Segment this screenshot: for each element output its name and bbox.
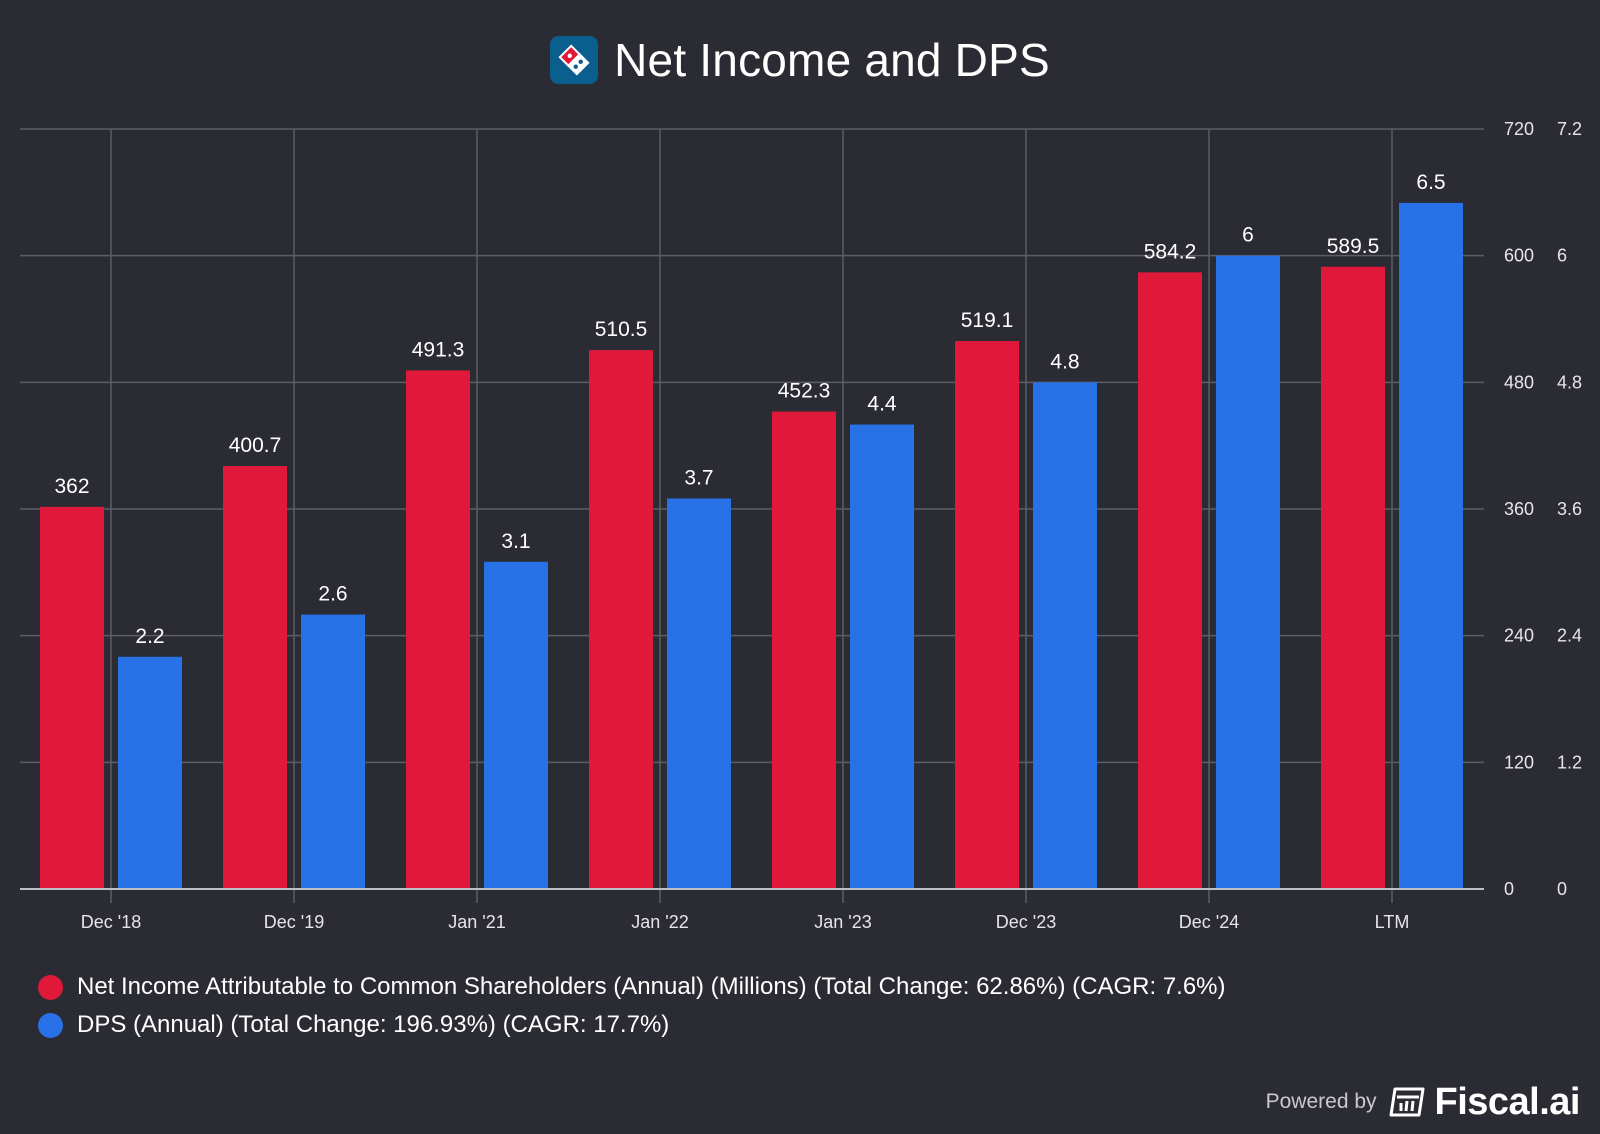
- data-label-dps: 4.4: [867, 393, 897, 416]
- x-axis-tick-label: Dec '23: [996, 912, 1056, 932]
- data-label-dps: 6: [1242, 224, 1254, 247]
- bar-net-income[interactable]: [955, 341, 1019, 889]
- right-axis-tick-label: 4.8: [1557, 372, 1582, 392]
- bar-dps[interactable]: [1216, 255, 1280, 889]
- data-label-dps: 2.2: [135, 625, 164, 648]
- bar-dps[interactable]: [1399, 202, 1463, 889]
- bar-net-income[interactable]: [772, 411, 836, 889]
- company-logo: [550, 36, 599, 84]
- value-labels: 362 400.7 491.3 510.5 452.3 519.1 584.2 589.5 2.…: [54, 171, 1445, 648]
- left-axis-tick-label: 600: [1504, 246, 1534, 266]
- data-label-net-income: 362: [54, 475, 89, 498]
- chart-title: Net Income and DPS: [614, 34, 1050, 86]
- bar-net-income[interactable]: [1138, 272, 1202, 889]
- x-axis-tick-label: Dec '18: [81, 912, 141, 932]
- right-axis-tick-label: 1.2: [1557, 752, 1582, 772]
- bar-dps[interactable]: [118, 656, 182, 889]
- axes: 0 0 120 1.2 240 2.4 360 3.6 480 4.8 600 6 720 7.2 Dec …: [20, 119, 1582, 932]
- bar-net-income[interactable]: [1321, 266, 1385, 889]
- data-label-dps: 3.7: [684, 466, 713, 489]
- data-label-net-income: 491.3: [412, 338, 465, 361]
- data-label-net-income: 452.3: [778, 380, 831, 403]
- data-label-net-income: 584.2: [1144, 240, 1197, 263]
- left-axis-tick-label: 720: [1504, 119, 1534, 139]
- right-axis-tick-label: 3.6: [1557, 499, 1582, 519]
- x-axis-tick-label: Dec '19: [264, 912, 324, 932]
- legend-item-net-income[interactable]: Net Income Attributable to Common Shareh…: [38, 968, 1226, 1006]
- bar-net-income[interactable]: [406, 370, 470, 890]
- data-label-dps: 4.8: [1050, 350, 1079, 373]
- right-axis-tick-label: 2.4: [1557, 626, 1582, 646]
- data-label-dps: 6.5: [1416, 171, 1445, 194]
- x-axis-tick-label: Jan '23: [814, 912, 871, 932]
- branding[interactable]: Powered by Fiscal.ai: [1265, 1078, 1581, 1126]
- legend-label-dps: DPS (Annual) (Total Change: 196.93%) (CA…: [77, 1011, 670, 1038]
- bar-net-income[interactable]: [40, 506, 104, 889]
- left-axis-tick-label: 120: [1504, 752, 1534, 772]
- x-axis-tick-label: LTM: [1375, 912, 1410, 932]
- bar-net-income[interactable]: [223, 466, 287, 889]
- fiscal-logo-icon: [1389, 1087, 1425, 1117]
- powered-by-text: Powered by: [1265, 1090, 1377, 1113]
- dps-dot-icon: [38, 1012, 63, 1038]
- left-axis-tick-label: 0: [1504, 879, 1514, 899]
- x-axis-tick-label: Dec '24: [1179, 912, 1239, 932]
- left-axis-tick-label: 240: [1504, 626, 1534, 646]
- right-axis-tick-label: 0: [1557, 879, 1567, 899]
- brand-name: Fiscal.ai: [1434, 1080, 1581, 1123]
- legend: Net Income Attributable to Common Shareh…: [38, 968, 1226, 1044]
- legend-label-net-income: Net Income Attributable to Common Shareh…: [77, 973, 1226, 1000]
- bars: [40, 202, 1463, 890]
- right-axis-tick-label: 7.2: [1557, 119, 1582, 139]
- data-label-net-income: 589.5: [1327, 235, 1380, 258]
- bar-dps[interactable]: [850, 424, 914, 889]
- bar-dps[interactable]: [484, 561, 548, 889]
- data-label-net-income: 519.1: [961, 309, 1014, 332]
- bar-dps[interactable]: [301, 614, 365, 889]
- bar-dps[interactable]: [667, 498, 731, 889]
- x-axis-tick-label: Jan '22: [631, 912, 688, 932]
- data-label-dps: 3.1: [501, 530, 530, 553]
- bar-dps[interactable]: [1033, 382, 1097, 889]
- chart-header: Net Income and DPS: [0, 30, 1600, 90]
- data-label-dps: 2.6: [318, 583, 347, 606]
- data-label-net-income: 400.7: [229, 434, 282, 457]
- left-axis-tick-label: 480: [1504, 372, 1534, 392]
- bar-net-income[interactable]: [589, 350, 653, 889]
- bar-chart: 362 400.7 491.3 510.5 452.3 519.1 584.2 589.5 2.…: [20, 119, 1582, 932]
- legend-item-dps[interactable]: DPS (Annual) (Total Change: 196.93%) (CA…: [38, 1006, 1226, 1044]
- net-income-dot-icon: [38, 974, 63, 1000]
- x-axis-tick-label: Jan '21: [448, 912, 505, 932]
- right-axis-tick-label: 6: [1557, 246, 1567, 266]
- data-label-net-income: 510.5: [595, 318, 648, 341]
- left-axis-tick-label: 360: [1504, 499, 1534, 519]
